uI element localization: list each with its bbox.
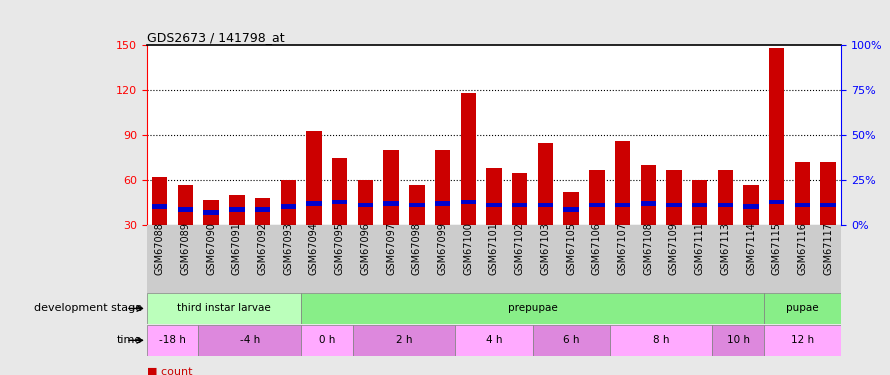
Bar — [512, 202, 528, 207]
Bar — [456, 325, 532, 356]
Bar — [306, 130, 321, 225]
Text: 10 h: 10 h — [727, 335, 749, 345]
Bar — [460, 93, 476, 225]
Bar — [198, 325, 301, 356]
Bar — [358, 180, 373, 225]
Bar — [178, 184, 193, 225]
Bar — [229, 195, 245, 225]
Text: ■ count: ■ count — [147, 367, 192, 375]
Bar — [795, 202, 810, 207]
Bar — [610, 325, 713, 356]
Bar — [769, 48, 784, 225]
Text: GDS2673 / 141798_at: GDS2673 / 141798_at — [147, 31, 285, 44]
Bar — [692, 180, 708, 225]
Bar — [743, 204, 759, 209]
Text: development stage: development stage — [35, 303, 142, 313]
Bar — [352, 325, 456, 356]
Bar — [713, 325, 764, 356]
Bar — [152, 204, 167, 209]
Bar — [589, 170, 604, 225]
Bar — [764, 293, 841, 324]
Text: 8 h: 8 h — [653, 335, 669, 345]
Bar — [589, 202, 604, 207]
Text: 2 h: 2 h — [396, 335, 412, 345]
Bar — [306, 201, 321, 206]
Text: -4 h: -4 h — [239, 335, 260, 345]
Bar — [692, 202, 708, 207]
Bar — [667, 202, 682, 207]
Bar — [512, 172, 528, 225]
Bar — [358, 202, 373, 207]
Bar — [204, 200, 219, 225]
Text: third instar larvae: third instar larvae — [177, 303, 271, 313]
Text: 0 h: 0 h — [319, 335, 335, 345]
Bar — [764, 325, 841, 356]
Bar — [229, 207, 245, 212]
Bar — [795, 162, 810, 225]
Bar — [486, 168, 502, 225]
Text: -18 h: -18 h — [159, 335, 186, 345]
Bar — [486, 202, 502, 207]
Text: 6 h: 6 h — [562, 335, 579, 345]
Bar — [563, 192, 578, 225]
Text: pupae: pupae — [786, 303, 819, 313]
Text: time: time — [117, 335, 142, 345]
Bar — [178, 207, 193, 212]
Bar — [821, 162, 836, 225]
Bar — [532, 325, 610, 356]
Bar — [717, 170, 733, 225]
Bar — [409, 184, 425, 225]
Text: prepupae: prepupae — [507, 303, 557, 313]
Bar — [147, 293, 301, 324]
Bar — [147, 325, 198, 356]
Bar — [301, 293, 764, 324]
Text: 4 h: 4 h — [486, 335, 502, 345]
Bar — [717, 202, 733, 207]
Bar — [409, 202, 425, 207]
Bar — [615, 141, 630, 225]
Bar — [641, 201, 656, 206]
Bar — [255, 207, 271, 212]
Bar — [615, 202, 630, 207]
Bar — [384, 201, 399, 206]
Bar — [332, 200, 347, 204]
Bar — [204, 210, 219, 214]
Text: 12 h: 12 h — [791, 335, 814, 345]
Bar — [667, 170, 682, 225]
Bar — [435, 150, 450, 225]
Bar — [460, 200, 476, 204]
Bar — [301, 325, 352, 356]
Bar — [255, 198, 271, 225]
Bar — [563, 207, 578, 212]
Bar — [152, 177, 167, 225]
Bar — [384, 150, 399, 225]
Bar — [280, 204, 296, 209]
Bar — [769, 200, 784, 204]
Bar — [641, 165, 656, 225]
Bar — [821, 202, 836, 207]
Bar — [435, 201, 450, 206]
Bar — [538, 202, 553, 207]
Bar — [538, 142, 553, 225]
Bar — [332, 158, 347, 225]
Bar — [743, 184, 759, 225]
Bar — [280, 180, 296, 225]
